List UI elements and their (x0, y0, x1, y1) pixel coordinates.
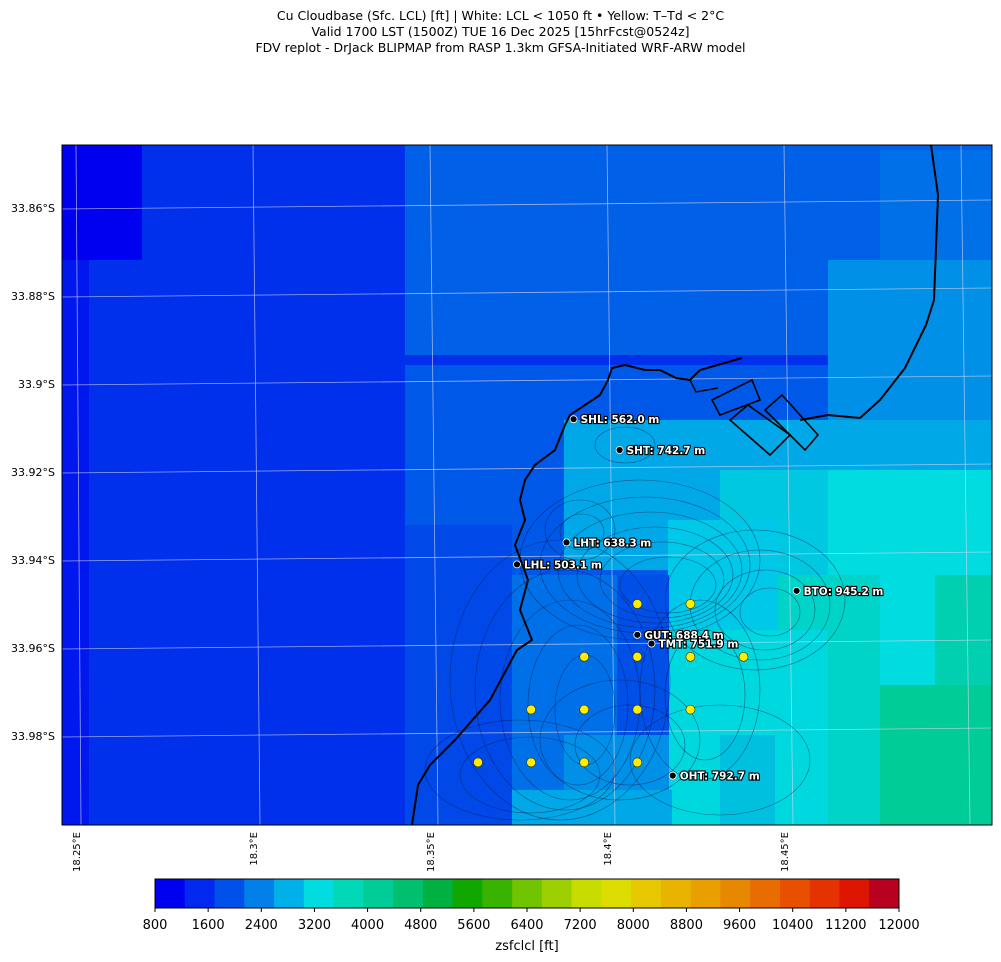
colorbar-swatch (541, 879, 573, 908)
colorbar-tick-label: 5600 (457, 918, 490, 933)
colorbar-swatch (512, 879, 543, 908)
saturation-marker (473, 757, 483, 768)
station-label-lhl: LHL: 503.1 m (524, 559, 602, 571)
lat-tick-label: 33.98°S (11, 730, 55, 743)
colorbar-tick-label: 4800 (404, 918, 437, 933)
saturation-marker (738, 651, 749, 662)
lon-tick-label: 18.35°E (426, 832, 437, 872)
colorbar-swatch (839, 879, 870, 908)
colorbar-swatch (631, 879, 662, 908)
colorbar-tick-label: 8800 (670, 918, 703, 933)
colorbar-tick-label: 800 (143, 918, 168, 933)
colorbar-swatch (720, 879, 751, 908)
saturation-markers (473, 599, 749, 768)
lat-tick-label: 33.92°S (11, 466, 55, 479)
colorbar-swatch (660, 879, 692, 908)
colorbar-tick-label: 8000 (617, 918, 650, 933)
colorbar-tick-label: 6400 (510, 918, 543, 933)
colorbar-swatch (184, 879, 216, 908)
colorbar-swatch (690, 879, 721, 908)
lon-tick-label: 18.3°E (249, 832, 260, 866)
saturation-marker (526, 704, 536, 715)
lat-tick-label: 33.9°S (18, 378, 55, 391)
colorbar-label: zsfclcl [ft] (495, 939, 558, 954)
colorbar-tick-label: 7200 (564, 918, 597, 933)
station-point-bto (792, 586, 801, 595)
colorbar-tick-label: 10400 (772, 918, 813, 933)
colorbar-swatch (244, 879, 275, 908)
saturation-marker (579, 704, 590, 715)
lcl-raster (62, 145, 992, 825)
coastline (411, 145, 940, 825)
saturation-marker (579, 757, 590, 768)
colorbar-tick-label: 1600 (192, 918, 225, 933)
station-label-sht: SHT: 742.7 m (627, 445, 706, 457)
saturation-marker (685, 704, 696, 715)
chart-title-line-1: Cu Cloudbase (Sfc. LCL) [ft] | White: LC… (276, 8, 725, 23)
colorbar-swatch (601, 879, 632, 908)
colorbar-swatch (214, 879, 245, 908)
colorbar-swatch (809, 879, 840, 908)
colorbar-swatch (482, 879, 513, 908)
saturation-marker (632, 757, 643, 768)
chart-title-line-3: FDV replot - DrJack BLIPMAP from RASP 1.… (255, 40, 746, 55)
latitude-tick-labels: 33.86°S 33.88°S 33.9°S 33.92°S 33.94°S 33.96°… (11, 202, 55, 743)
colorbar-tick-label: 3200 (298, 918, 331, 933)
lon-tick-label: 18.25°E (72, 832, 83, 872)
colorbar-swatch (571, 879, 602, 908)
lat-tick-label: 33.86°S (11, 202, 55, 215)
lat-tick-label: 33.94°S (11, 554, 55, 567)
station-point-sht (615, 446, 624, 454)
colorbar-tick-label: 11200 (825, 918, 866, 933)
saturation-marker (632, 651, 643, 662)
lon-tick-label: 18.45°E (780, 832, 791, 872)
colorbar-swatch (333, 879, 364, 908)
station-point-gut (633, 630, 642, 639)
station-label-bto: BTO: 945.2 m (804, 586, 884, 598)
colorbar-swatch (452, 879, 483, 908)
lon-tick-label: 18.4°E (603, 832, 614, 866)
station-label-shl: SHL: 562.0 m (581, 414, 660, 426)
saturation-marker (579, 651, 590, 662)
station-label-tmt: TMT: 751.9 m (658, 639, 738, 651)
colorbar-tick-label: 9600 (723, 918, 756, 933)
colorbar-tick-label: 4000 (351, 918, 384, 933)
station-point-lhl (513, 560, 521, 569)
colorbar-swatch (779, 879, 811, 908)
longitude-tick-labels: 18.25°E 18.3°E 18.35°E 18.4°E 18.45°E (72, 832, 791, 872)
station-points: SHL: 562.0 m SHT: 742.7 m LHT: 638.3 m LHL:… (513, 413, 885, 784)
colorbar-swatch (155, 879, 186, 908)
colorbar-swatch (393, 879, 424, 908)
map-frame (61, 144, 993, 826)
colorbar-swatch (869, 879, 900, 908)
colorbar-swatch (274, 879, 305, 908)
saturation-marker (526, 757, 536, 768)
lat-tick-label: 33.96°S (11, 642, 55, 655)
station-label-lht: LHT: 638.3 m (574, 537, 652, 549)
saturation-marker (685, 651, 696, 662)
terrain-contours (424, 426, 846, 821)
colorbar-swatch (422, 879, 454, 908)
lat-tick-label: 33.88°S (11, 290, 55, 303)
colorbar-swatch (750, 879, 781, 908)
saturation-marker (685, 599, 696, 609)
station-point-shl (569, 415, 578, 424)
station-point-oht (668, 771, 677, 780)
station-label-gut: GUT: 688.4 m (644, 630, 723, 642)
saturation-marker (632, 704, 643, 715)
colorbar-swatch (363, 879, 394, 908)
colorbar-tick-label: 12000 (878, 918, 919, 933)
colorbar-swatch (303, 879, 335, 908)
colorbar-tick-label: 2400 (245, 918, 278, 933)
station-label-oht: OHT: 792.7 m (680, 771, 760, 783)
colorbar: 800 1600 2400 3200 4000 4800 5600 6400 7200 8000 8… (143, 878, 920, 933)
station-point-lht (562, 538, 571, 547)
graticule (62, 145, 992, 825)
station-point-tmt (647, 639, 656, 648)
saturation-marker (632, 599, 643, 609)
chart-title-line-2: Valid 1700 LST (1500Z) TUE 16 Dec 2025 [… (311, 24, 690, 39)
